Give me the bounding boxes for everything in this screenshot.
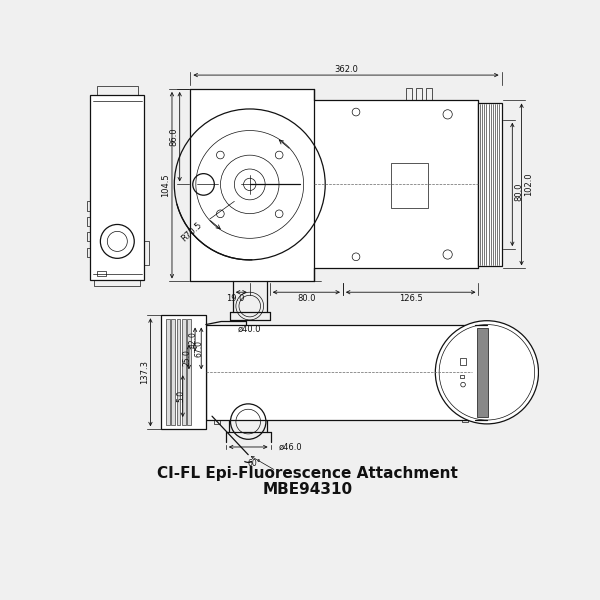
Bar [406, 88, 412, 100]
Text: 42.0: 42.0 [188, 331, 197, 347]
Text: CI-FL Epi-Fluorescence Attachment: CI-FL Epi-Fluorescence Attachment [157, 466, 458, 481]
Bar [144, 241, 149, 265]
Text: 25.0: 25.0 [182, 349, 191, 365]
Text: ø46.0: ø46.0 [278, 442, 302, 451]
Bar [206, 325, 475, 420]
Bar [171, 319, 175, 425]
Bar [190, 89, 314, 281]
Bar [86, 202, 91, 211]
Text: 80.0: 80.0 [514, 183, 523, 202]
Bar [182, 319, 186, 425]
Text: MBE94310: MBE94310 [262, 482, 353, 497]
Bar [206, 325, 475, 420]
Text: 60°: 60° [248, 460, 261, 469]
Text: R70.5: R70.5 [180, 221, 204, 244]
Bar [86, 217, 91, 226]
Text: 104.5: 104.5 [161, 173, 170, 197]
Bar [214, 420, 220, 424]
Text: 362.0: 362.0 [334, 65, 358, 74]
Bar [94, 280, 140, 286]
Bar [460, 374, 464, 379]
Bar [86, 232, 91, 241]
Bar [426, 88, 432, 100]
Bar [477, 328, 488, 417]
Bar [176, 319, 181, 425]
Text: 137.3: 137.3 [140, 360, 149, 385]
Text: 102.0: 102.0 [524, 173, 533, 196]
Text: 86.0: 86.0 [169, 127, 178, 146]
Bar [97, 271, 106, 276]
Text: ø40.0: ø40.0 [238, 325, 262, 334]
Bar [391, 163, 428, 208]
Bar [166, 319, 170, 425]
Text: 126.5: 126.5 [399, 294, 422, 303]
Bar [460, 358, 466, 365]
Bar [478, 103, 502, 266]
Bar [91, 95, 144, 280]
Circle shape [436, 321, 539, 424]
Bar [161, 316, 206, 429]
Bar [416, 88, 422, 100]
Text: 80.0: 80.0 [297, 294, 316, 303]
Bar [461, 420, 467, 422]
Bar [187, 319, 191, 425]
Bar [97, 86, 138, 95]
Text: 19.0: 19.0 [226, 294, 244, 303]
Bar [86, 248, 91, 257]
Bar [314, 100, 478, 268]
Text: 5.0: 5.0 [176, 390, 185, 402]
Text: 67.0: 67.0 [194, 340, 203, 357]
